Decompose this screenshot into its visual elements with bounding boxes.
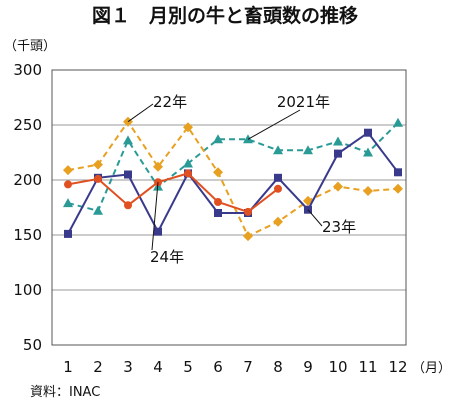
data-point: [303, 145, 313, 155]
series-label-leader: [127, 103, 154, 123]
y-tick-label: 200: [13, 171, 42, 189]
series-label: 2021年: [277, 93, 330, 111]
x-tick-label: 4: [153, 358, 163, 376]
data-point: [334, 149, 342, 158]
data-point: [393, 117, 403, 127]
y-tick-label: 50: [23, 336, 42, 354]
chart-title: 図１ 月別の牛と畜頭数の推移: [92, 4, 358, 27]
data-point: [214, 209, 222, 217]
series-label-leader: [307, 209, 323, 227]
x-tick-label: 6: [213, 358, 223, 376]
data-point: [64, 229, 72, 238]
x-axis-unit: （月）: [412, 361, 450, 376]
y-tick-labels: 50 100 150 200 250 300: [13, 61, 42, 354]
data-point: [393, 183, 403, 194]
data-point: [94, 174, 102, 183]
source-note: 資料：INAC: [30, 385, 100, 400]
x-tick-label: 3: [123, 358, 133, 376]
x-tick-labels: 1 2 3 4 5 6 7 8 9 10 11 12: [63, 358, 407, 376]
x-tick-label: 8: [273, 358, 283, 376]
data-point: [213, 134, 223, 144]
series-label-leader: [247, 109, 301, 140]
data-point: [244, 207, 252, 216]
data-point: [64, 180, 72, 189]
series-0: [63, 117, 403, 215]
data-point: [363, 186, 373, 196]
y-tick-label: 100: [13, 281, 42, 299]
series-line: [67, 122, 399, 212]
data-point: [123, 135, 133, 145]
data-point: [214, 198, 222, 206]
series-line: [67, 172, 279, 214]
data-point: [124, 201, 132, 210]
data-point: [123, 116, 133, 127]
data-point: [364, 128, 372, 137]
series-line: [67, 119, 399, 238]
series-label: 22年: [153, 93, 187, 111]
data-point: [394, 168, 402, 177]
x-tick-label: 10: [328, 358, 347, 376]
x-tick-label: 12: [388, 358, 407, 376]
x-tick-label: 2: [93, 358, 103, 376]
data-point: [63, 198, 73, 208]
series-labels: 2021年 22年 23年 24年: [127, 93, 356, 266]
series-label-leader: [151, 182, 159, 251]
data-point: [184, 169, 192, 178]
data-point: [243, 231, 253, 242]
data-point: [274, 184, 282, 193]
series-1: [63, 116, 403, 242]
data-point: [333, 136, 343, 146]
x-tick-label: 5: [183, 358, 193, 376]
data-point: [93, 159, 103, 170]
data-point: [93, 205, 103, 215]
data-point: [363, 147, 373, 157]
data-point: [124, 170, 132, 179]
x-tick-label: 7: [243, 358, 253, 376]
data-point: [183, 122, 193, 133]
series-label: 23年: [322, 218, 356, 236]
y-tick-label: 150: [13, 226, 42, 244]
y-axis-unit: （千頭）: [4, 39, 56, 54]
data-point: [183, 158, 193, 168]
data-point: [153, 161, 163, 172]
series-3: [64, 169, 282, 216]
data-point: [154, 227, 162, 236]
x-tick-label: 1: [63, 358, 73, 376]
grid-lines: [52, 124, 406, 291]
y-tick-label: 300: [13, 61, 42, 79]
data-point: [63, 165, 73, 176]
plot-area-frame: [51, 69, 407, 346]
x-tick-label: 9: [303, 358, 313, 376]
series-line: [67, 131, 399, 235]
data-point: [213, 167, 223, 178]
data-point: [273, 145, 283, 155]
series-label: 24年: [150, 248, 184, 266]
x-tick-label: 11: [358, 358, 377, 376]
y-tick-label: 250: [13, 116, 42, 134]
data-point: [333, 181, 343, 192]
data-point: [273, 216, 283, 227]
data-point: [274, 173, 282, 182]
